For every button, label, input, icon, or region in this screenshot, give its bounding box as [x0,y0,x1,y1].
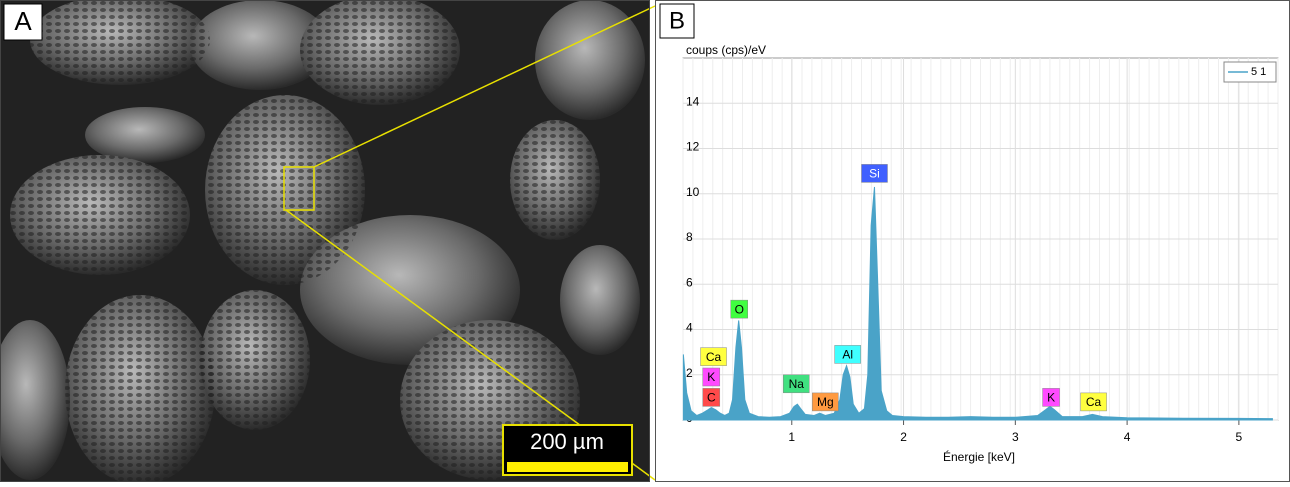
element-label-box [730,299,748,319]
element-label: Ca [1086,395,1102,409]
element-label-box [702,367,721,387]
y-tick-label: 14 [686,94,700,108]
element-label-box [812,392,839,412]
x-tick-label: 4 [1124,430,1131,444]
element-label: K [1047,391,1055,405]
element-label: Al [842,348,853,362]
x-tick-label: 3 [1012,430,1019,444]
element-label-box [782,374,810,394]
y-tick-label: 2 [686,366,693,380]
element-label: Ca [706,350,722,364]
x-tick-label: 1 [788,430,795,444]
x-tick-label: 5 [1236,430,1243,444]
panel-label-box [659,3,695,39]
legend-box [1223,61,1277,83]
element-label-box [861,164,888,183]
y-axis-label: coups (cps)/eV [686,43,766,57]
panel-label-box [3,3,43,41]
y-tick-label: 8 [686,230,693,244]
legend-label: 5 1 [1251,66,1266,78]
element-label: C [707,391,716,405]
scale-bar-label: 200 µm [530,429,604,454]
sem-image [0,0,656,485]
panel-label: A [14,6,32,36]
element-label-box [1080,392,1107,412]
y-tick-label: 4 [686,321,693,335]
spectrum-area [682,186,1273,421]
element-label-box [702,388,721,407]
element-label: Mg [817,395,834,409]
element-label: O [735,302,744,316]
element-label: Si [869,167,880,181]
x-axis-label: Énergie [keV] [943,449,1015,464]
element-label: Na [789,377,805,391]
element-label-box [1042,388,1060,407]
y-tick-label: 10 [686,185,700,199]
y-tick-label: 12 [686,140,700,154]
element-label-box [700,347,727,366]
scale-bar [507,462,628,472]
panel-label: B [669,7,685,34]
x-tick-label: 2 [900,430,907,444]
element-label: K [707,370,715,384]
element-label-box [834,345,861,364]
y-tick-label: 6 [686,275,693,289]
